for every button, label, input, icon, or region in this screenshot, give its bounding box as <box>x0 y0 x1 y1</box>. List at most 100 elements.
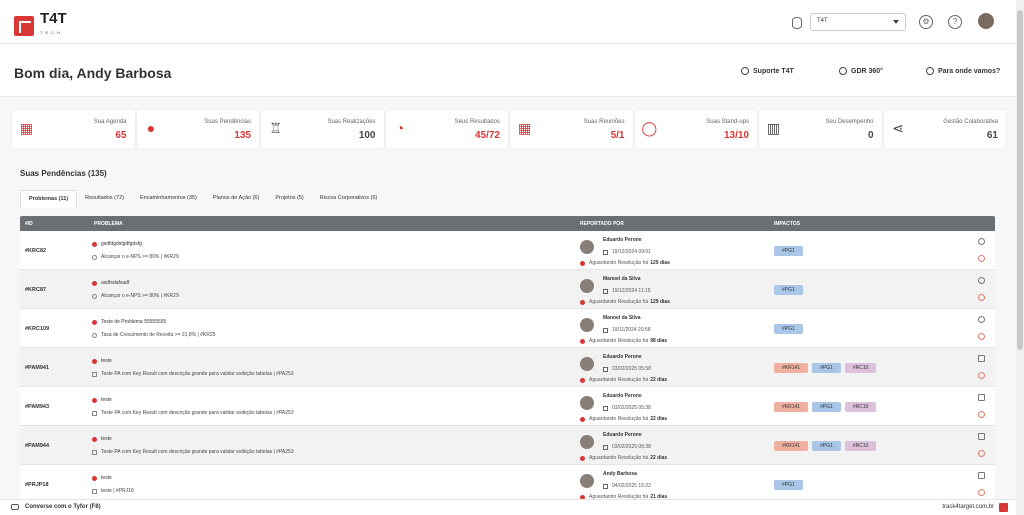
col-impacts[interactable]: IMPACTOS <box>774 221 800 227</box>
view-details-icon[interactable] <box>978 316 985 323</box>
table-row[interactable]: #PAM941 teste Teste PA com Key Result co… <box>20 348 995 387</box>
waiting-days: 98 dias <box>650 338 668 344</box>
tab-2[interactable]: Encaminhamentos (35) <box>139 195 197 201</box>
row-id[interactable]: #PRJP18 <box>25 482 49 488</box>
scrollbar-thumb[interactable] <box>1017 10 1023 350</box>
row-id[interactable]: #PAM944 <box>25 443 50 449</box>
gdr-link[interactable]: GDR 360° <box>839 67 883 75</box>
problem-source: Alcançar o e-NPS >= 80% | #KR29 <box>92 254 179 260</box>
support-link-label: Suporte T4T <box>753 67 794 75</box>
row-id[interactable]: #KRC82 <box>25 248 47 254</box>
tab-3[interactable]: Planos de Ação (6) <box>212 195 260 201</box>
summary-card[interactable]: ▥ Seu Desempenho 0 <box>759 110 882 148</box>
status-dot-icon <box>580 377 585 383</box>
status-dot-icon <box>580 338 585 344</box>
table-row[interactable]: #PAM944 teste Teste PA com Key Result co… <box>20 426 995 465</box>
help-icon[interactable]: ? <box>948 15 962 29</box>
view-details-icon[interactable] <box>978 394 985 401</box>
table-row[interactable]: #KRC82 gsdfdgdsfgdfgdsfg Alcançar o e-NP… <box>20 231 995 270</box>
impact-badge[interactable]: #PG1 <box>774 246 803 256</box>
table-row[interactable]: #PRJP18 teste teste | #PRJ10 Andy Barbos… <box>20 465 995 499</box>
calendar-icon <box>603 366 608 372</box>
workspace-select[interactable]: T4T <box>810 13 906 31</box>
impact-badge[interactable]: #KR141 <box>774 363 809 373</box>
view-details-icon[interactable] <box>978 238 985 245</box>
problem-title[interactable]: Teste de Problema 55555555 <box>92 319 166 325</box>
table-header: #ID PROBLEMA REPORTADO POR IMPACTOS <box>20 216 995 231</box>
view-details-icon[interactable] <box>978 472 985 479</box>
vision-link[interactable]: Para onde vamos? <box>926 67 1000 75</box>
problem-title[interactable]: teste <box>92 397 112 403</box>
table-row[interactable]: #PAM943 teste Teste PA com Key Result co… <box>20 387 995 426</box>
impact-badge[interactable]: #PG1 <box>812 441 841 451</box>
problem-title[interactable]: gsdfdgdsfgdfgdsfg <box>92 241 142 247</box>
col-id[interactable]: #ID <box>25 221 33 227</box>
problem-source-text: Alcançar o e-NPS >= 80% | #KR29 <box>101 293 179 299</box>
table-row[interactable]: #KRC87 asdfsdafsadf Alcançar o e-NPS >= … <box>20 270 995 309</box>
impact-badge[interactable]: #PG1 <box>774 480 803 490</box>
impact-badge[interactable]: #RC10 <box>844 363 877 373</box>
resolve-check-icon[interactable] <box>978 294 985 301</box>
page-scrollbar[interactable] <box>1016 0 1024 515</box>
row-id[interactable]: #PAM943 <box>25 404 50 410</box>
problem-title[interactable]: teste <box>92 436 112 442</box>
card-label: Sua Agenda <box>93 119 127 125</box>
summary-card[interactable]: ● Suas Pendências 135 <box>136 110 259 148</box>
summary-card[interactable]: ▦ Sua Agenda 65 <box>12 110 135 148</box>
reporter-avatar <box>580 279 594 293</box>
tab-0[interactable]: Problemas (11) <box>20 190 78 208</box>
resolve-check-icon[interactable] <box>978 333 985 340</box>
impact-badge[interactable]: #RC10 <box>844 441 877 451</box>
view-details-icon[interactable] <box>978 355 985 362</box>
support-link[interactable]: Suporte T4T <box>741 67 794 75</box>
database-icon <box>792 17 802 29</box>
impact-badge[interactable]: #PG1 <box>812 363 841 373</box>
view-details-icon[interactable] <box>978 277 985 284</box>
problem-source: Teste PA com Key Result com descrição gr… <box>92 449 294 455</box>
summary-card[interactable]: ♖ Suas Realizações 100 <box>261 110 384 148</box>
resolve-check-icon[interactable] <box>978 372 985 379</box>
row-id[interactable]: #PAM941 <box>25 365 50 371</box>
waiting-label: Aguardando Resolução há <box>589 455 649 461</box>
alert-icon: ● <box>146 120 156 136</box>
problem-source: Teste PA com Key Result com descrição gr… <box>92 371 294 377</box>
view-details-icon[interactable] <box>978 433 985 440</box>
resolve-check-icon[interactable] <box>978 411 985 418</box>
impact-badge[interactable]: #PG1 <box>812 402 841 412</box>
reporter-avatar <box>580 240 594 254</box>
summary-card[interactable]: ◯ Suas Stand-ups 13/10 <box>634 110 757 148</box>
row-id[interactable]: #KRC87 <box>25 287 47 293</box>
impact-badge[interactable]: #RC10 <box>844 402 877 412</box>
impacts-list: #KR141 #PG1 #RC10 <box>774 363 877 373</box>
problem-title[interactable]: teste <box>92 475 112 481</box>
impact-badge[interactable]: #PG1 <box>774 324 803 334</box>
row-id[interactable]: #KRC109 <box>25 326 50 332</box>
reported-date: 03/02/2025 05:38 <box>603 405 651 411</box>
brand-logo[interactable]: T4T TECH <box>14 11 67 40</box>
resolve-check-icon[interactable] <box>978 489 985 496</box>
resolve-check-icon[interactable] <box>978 450 985 457</box>
col-problem[interactable]: PROBLEMA <box>94 221 123 227</box>
gear-icon[interactable]: ⚙ <box>919 15 933 29</box>
resolve-check-icon[interactable] <box>978 255 985 262</box>
impact-badge[interactable]: #PG1 <box>774 285 803 295</box>
waiting-label: Aguardando Resolução há <box>589 260 649 266</box>
summary-card[interactable]: ⋖ Gestão Colaborativa 61 <box>883 110 1006 148</box>
waiting-label: Aguardando Resolução há <box>589 299 649 305</box>
chat-button[interactable]: Converse com o Tyfor (F8) <box>11 504 101 510</box>
impact-badge[interactable]: #KR141 <box>774 441 809 451</box>
summary-card[interactable]: ▦ Suas Reuniões 5/1 <box>510 110 633 148</box>
tab-4[interactable]: Projetos (5) <box>275 195 304 201</box>
tab-5[interactable]: Riscos Corporativos (6) <box>319 195 378 201</box>
col-reported[interactable]: REPORTADO POR <box>580 221 624 227</box>
table-row[interactable]: #KRC109 Teste de Problema 55555555 Taxa … <box>20 309 995 348</box>
tab-1[interactable]: Resultados (72) <box>85 195 124 201</box>
calendar-icon <box>603 288 608 294</box>
problem-title[interactable]: teste <box>92 358 112 364</box>
summary-card[interactable]: ◔ Seus Resultados 45/72 <box>385 110 508 148</box>
impact-badge[interactable]: #KR141 <box>774 402 809 412</box>
site-link[interactable]: track4target.com.br <box>942 504 994 510</box>
card-value: 5/1 <box>610 130 625 141</box>
user-avatar[interactable] <box>978 13 994 29</box>
problem-title[interactable]: asdfsdafsadf <box>92 280 129 286</box>
